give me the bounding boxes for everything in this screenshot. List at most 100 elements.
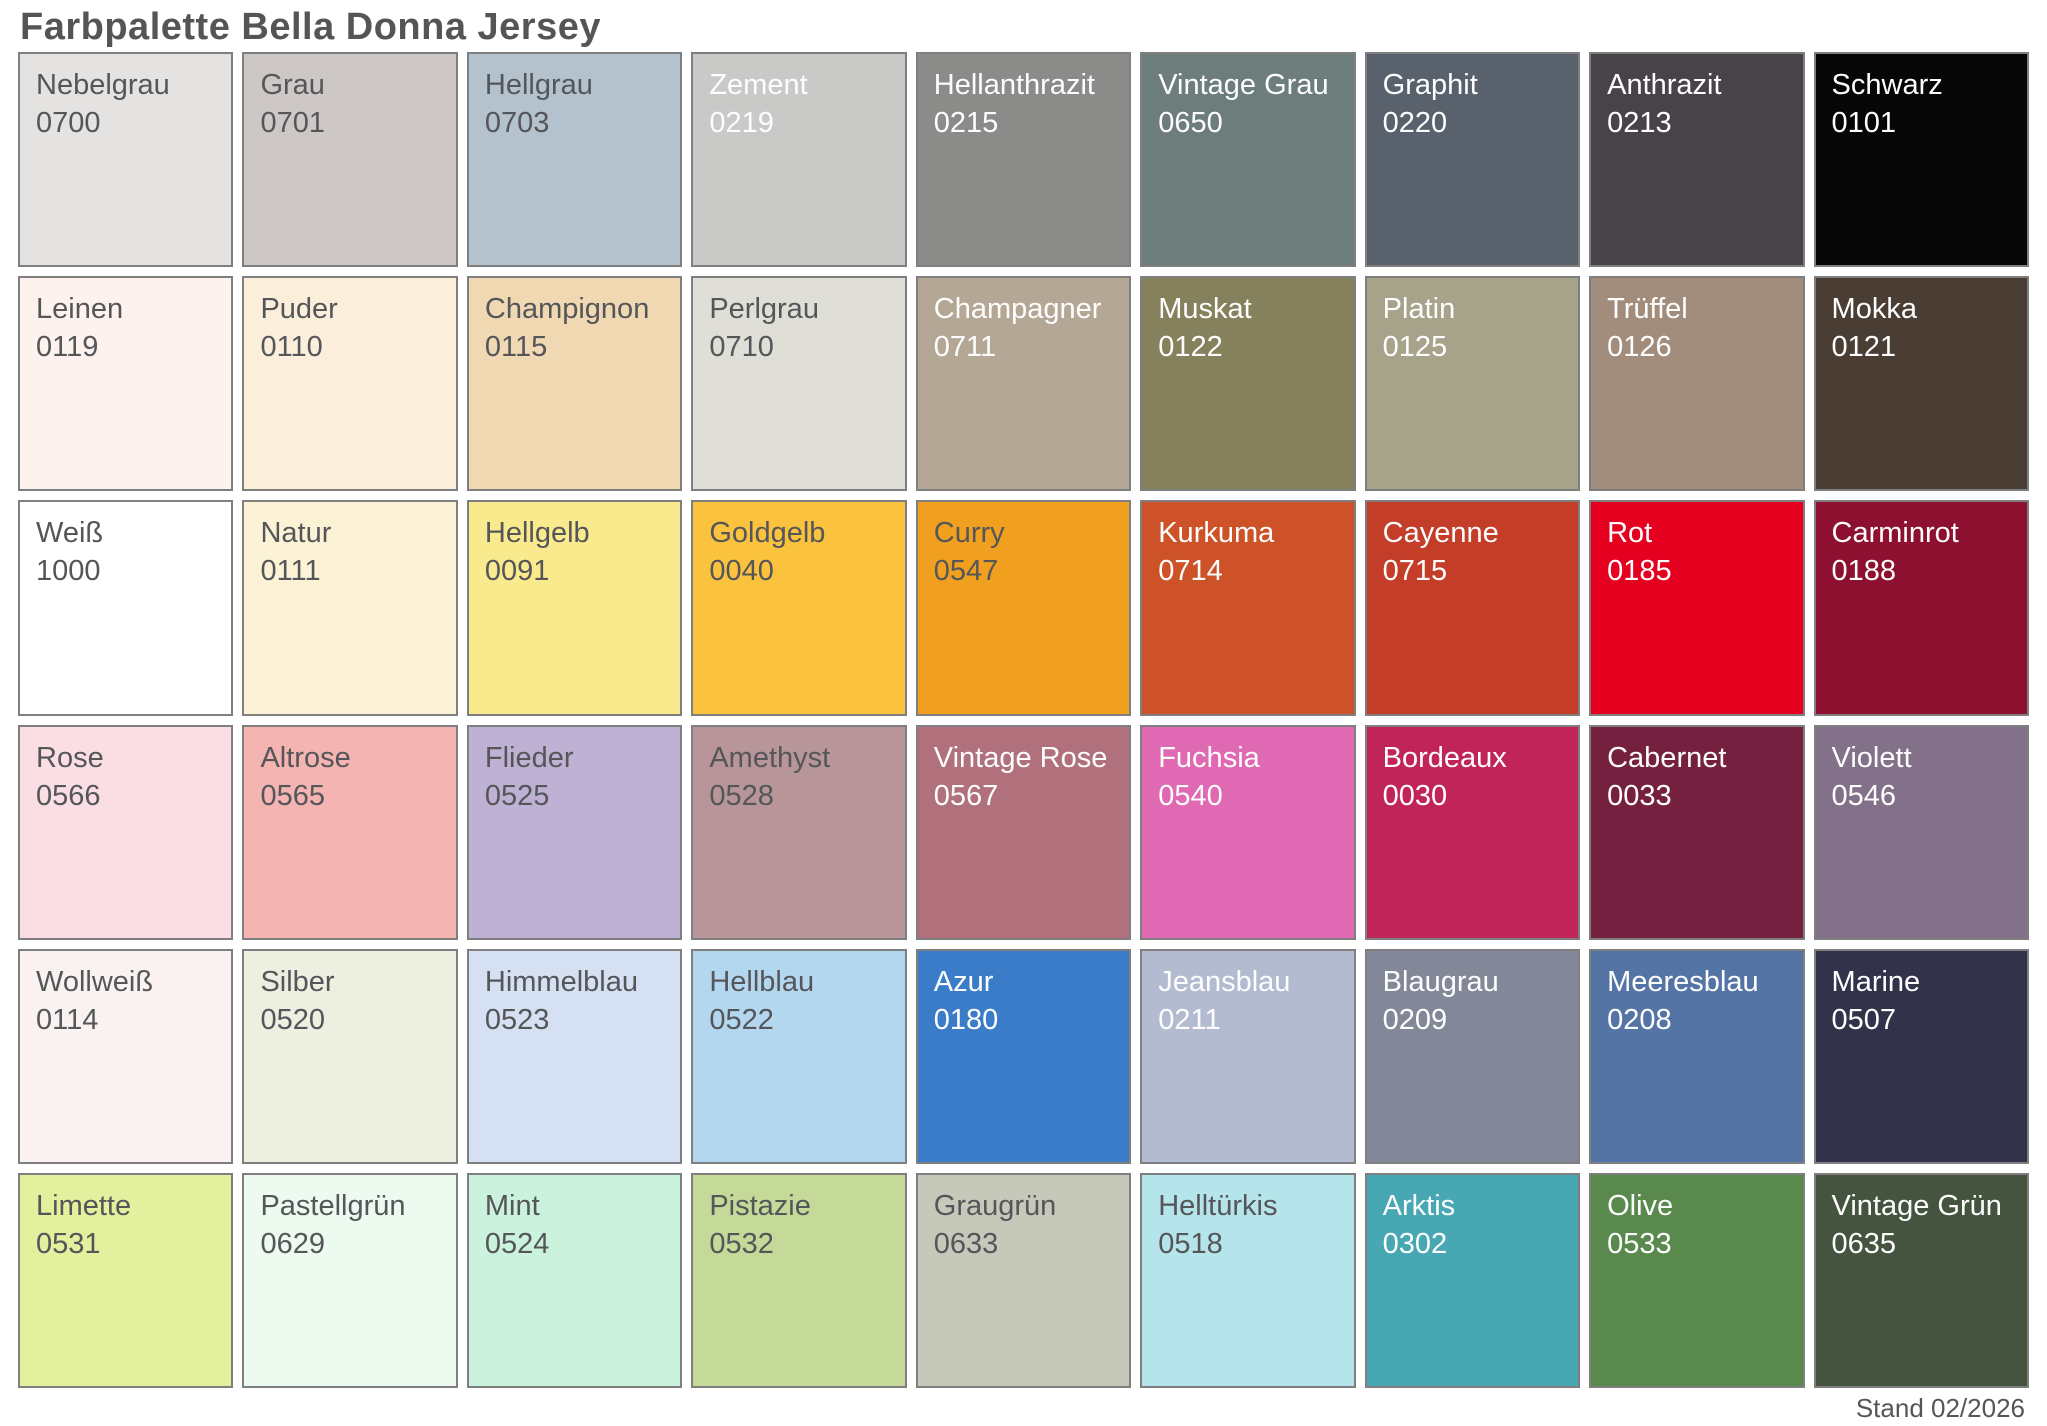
color-swatch: Platin 0125	[1364, 276, 1581, 492]
color-name: Puder	[260, 293, 338, 326]
color-code: 0533	[1607, 1227, 1672, 1260]
color-swatch: Mokka 0121	[1813, 276, 2029, 492]
color-code: 0114	[36, 1003, 99, 1036]
color-name: Olive	[1607, 1189, 1674, 1222]
color-swatch: Leinen 0119	[18, 276, 234, 492]
color-name: Cabernet	[1607, 741, 1727, 774]
color-name: Nebelgrau	[36, 69, 170, 101]
color-code: 0119	[36, 331, 99, 364]
color-swatch: Altrose 0565	[242, 724, 458, 940]
color-name: Graphit	[1382, 69, 1478, 101]
color-name: Schwarz	[1831, 69, 1943, 101]
color-swatch: Rot 0185	[1589, 500, 1805, 716]
color-code: 0546	[1831, 779, 1897, 812]
color-name: Mint	[484, 1189, 540, 1222]
color-swatch: Vintage Grün 0635	[1813, 1172, 2029, 1388]
color-name: Pastellgrün	[260, 1189, 406, 1222]
color-swatch: Himmelblau 0523	[466, 948, 683, 1164]
color-code: 0220	[1382, 107, 1448, 139]
color-code: 0185	[1607, 555, 1672, 588]
color-name: Hellgrau	[484, 69, 593, 101]
color-name: Goldgelb	[709, 517, 826, 550]
color-swatch: Nebelgrau 0700	[18, 52, 234, 268]
color-code: 0122	[1158, 331, 1223, 364]
color-code: 0528	[709, 779, 774, 812]
color-code: 0033	[1607, 779, 1672, 812]
color-swatch: Puder 0110	[242, 276, 458, 492]
color-code: 0213	[1607, 107, 1672, 139]
color-name: Platin	[1382, 293, 1456, 326]
color-swatch: Cabernet 0033	[1589, 724, 1805, 940]
color-code: 0566	[36, 779, 101, 812]
color-name: Trüffel	[1607, 293, 1688, 326]
color-swatch: Wollweiß 0114	[18, 948, 234, 1164]
color-code: 0180	[933, 1003, 999, 1036]
color-name: Meeresblau	[1607, 965, 1759, 998]
color-name: Carminrot	[1831, 517, 1959, 550]
color-code: 0522	[709, 1003, 774, 1036]
color-code: 0540	[1158, 779, 1223, 812]
color-code: 0703	[484, 107, 550, 139]
color-swatch: Goldgelb 0040	[691, 500, 907, 716]
color-swatch: Marine 0507	[1813, 948, 2029, 1164]
color-swatch: Violett 0546	[1813, 724, 2029, 940]
color-name: Arktis	[1382, 1189, 1456, 1222]
color-name: Himmelblau	[484, 965, 638, 998]
color-name: Graugrün	[933, 1189, 1057, 1222]
color-name: Flieder	[484, 741, 574, 774]
color-code: 0110	[260, 331, 323, 364]
color-name: Grau	[260, 69, 325, 101]
color-name: Limette	[36, 1189, 132, 1222]
color-code: 0302	[1382, 1227, 1448, 1260]
color-code: 0208	[1607, 1003, 1672, 1036]
color-code: 0715	[1382, 555, 1448, 588]
color-name: Fuchsia	[1158, 741, 1260, 774]
color-swatch: Graphit 0220	[1364, 52, 1581, 268]
color-name: Violett	[1831, 741, 1912, 774]
color-name: Anthrazit	[1607, 69, 1722, 101]
color-swatch: Helltürkis 0518	[1140, 1172, 1356, 1388]
color-swatch: Weiß 1000	[18, 500, 234, 716]
color-name: Bordeaux	[1382, 741, 1507, 774]
color-name: Vintage Grün	[1831, 1189, 2002, 1222]
color-name: Leinen	[36, 293, 124, 326]
color-swatch: Mint 0524	[466, 1172, 683, 1388]
color-name: Amethyst	[709, 741, 831, 774]
color-name: Natur	[260, 517, 332, 550]
color-swatch: Limette 0531	[18, 1172, 234, 1388]
color-swatch: Vintage Grau 0650	[1140, 52, 1356, 268]
color-swatch: Graugrün 0633	[915, 1172, 1132, 1388]
color-code: 0565	[260, 779, 325, 812]
color-name: Perlgrau	[709, 293, 819, 326]
color-swatch: Olive 0533	[1589, 1172, 1805, 1388]
color-swatch: Curry 0547	[915, 500, 1132, 716]
color-swatch: Cayenne 0715	[1364, 500, 1581, 716]
color-swatch: Zement 0219	[691, 52, 907, 268]
color-code: 0567	[933, 779, 999, 812]
color-name: Weiß	[36, 517, 104, 550]
color-swatch: Jeansblau 0211	[1140, 948, 1356, 1164]
color-code: 0714	[1158, 555, 1223, 588]
color-swatch: Blaugrau 0209	[1364, 948, 1581, 1164]
color-name: Hellanthrazit	[933, 69, 1095, 101]
color-swatch: Champagner 0711	[915, 276, 1132, 492]
color-code: 0507	[1831, 1003, 1897, 1036]
color-code: 0523	[484, 1003, 550, 1036]
color-code: 0531	[36, 1227, 101, 1260]
color-name: Rose	[36, 741, 104, 774]
color-name: Silber	[260, 965, 335, 998]
color-code: 0219	[709, 107, 774, 139]
color-swatch: Silber 0520	[242, 948, 458, 1164]
color-swatch: Meeresblau 0208	[1589, 948, 1805, 1164]
color-code: 1000	[36, 555, 101, 588]
revision-date: Stand 02/2026	[1855, 1393, 2025, 1423]
color-code: 0711	[933, 331, 997, 364]
color-swatch: Hellanthrazit 0215	[915, 52, 1132, 268]
color-swatch: Amethyst 0528	[691, 724, 907, 940]
color-name: Rot	[1607, 517, 1653, 550]
color-code: 0211	[1158, 1003, 1221, 1036]
color-name: Zement	[709, 69, 808, 101]
color-swatch: Perlgrau 0710	[691, 276, 907, 492]
color-name: Helltürkis	[1158, 1189, 1278, 1222]
